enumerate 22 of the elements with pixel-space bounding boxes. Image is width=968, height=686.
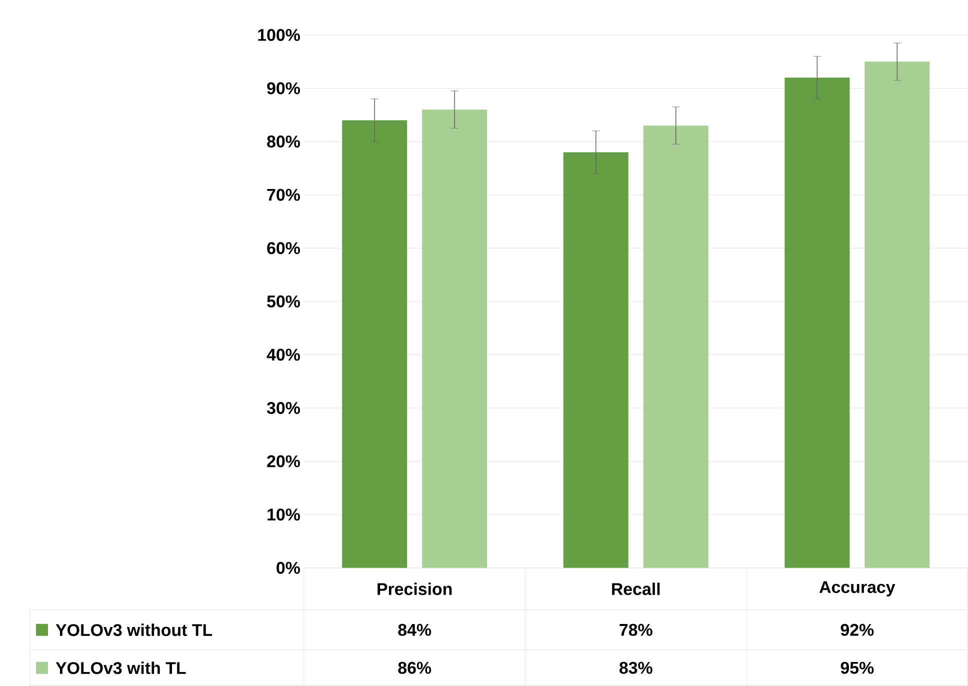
data-label: 92% [840,624,874,636]
y-tick-label: 70% [267,188,300,201]
data-label: 95% [840,662,874,674]
y-tick-label: 40% [266,348,300,361]
data-label: 86% [398,662,432,674]
data-label: 78% [620,624,652,636]
y-tick-label: 10% [268,508,300,521]
y-tick-label: 50% [267,295,300,308]
y-tick-label: 30% [266,402,300,414]
y-tick-label: 90% [267,82,300,94]
x-tick-label: Accuracy [819,581,896,596]
y-tick-label: 80% [267,136,300,148]
data-label: 83% [619,662,652,674]
y-tick-label: 20% [267,455,300,468]
y-tick-label: 100% [258,28,300,41]
legend-label: YOLOv3 without TL [56,624,212,636]
x-tick-label: Recall [612,582,660,596]
x-tick-label: Precision [378,582,452,596]
y-tick-label: 0% [276,562,300,574]
data-label: 84% [398,624,432,636]
legend-label: YOLOv3 with TL [56,662,186,674]
y-tick-label: 60% [267,242,300,254]
